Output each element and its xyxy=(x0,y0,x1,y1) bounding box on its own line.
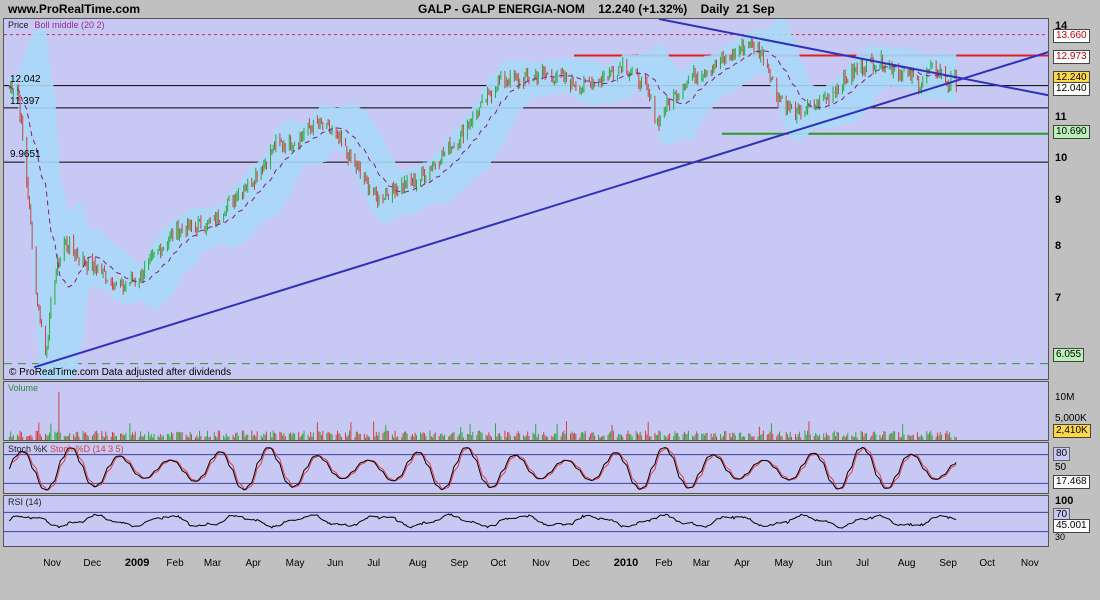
x-tick-label: Oct xyxy=(979,558,995,569)
volume-panel[interactable]: Volume xyxy=(3,381,1049,441)
x-tick-label: Dec xyxy=(83,558,102,569)
badge-13660: 13.660 xyxy=(1053,29,1090,43)
stochastic-panel[interactable]: Stoch %K Stoch %D (14 3 5) xyxy=(3,442,1049,494)
x-tick-label: Apr xyxy=(734,558,750,569)
x-tick-label: Dec xyxy=(572,558,591,569)
bollinger-band xyxy=(9,19,957,379)
x-tick-label: Nov xyxy=(532,558,550,569)
boll-label: Boll middle (20 2) xyxy=(34,20,105,30)
chart-title: GALP - GALP ENERGIA-NOM 12.240 (+1.32%) … xyxy=(418,2,775,16)
x-tick-label: May xyxy=(285,558,305,569)
stoch-tick-50: 50 xyxy=(1055,462,1067,473)
rsi-label: RSI (14) xyxy=(8,497,42,507)
x-tick-label: Feb xyxy=(166,558,184,569)
vol-tick-5000k: 5,000K xyxy=(1055,413,1087,424)
rsi-badge: 45.001 xyxy=(1053,519,1090,533)
volume-label: Volume xyxy=(8,383,39,393)
x-tick-label: Jun xyxy=(815,558,833,569)
x-tick-label: May xyxy=(774,558,794,569)
x-tick-label: Jul xyxy=(856,558,869,569)
price-label: Price xyxy=(8,20,29,30)
x-tick-label: Jul xyxy=(367,558,381,569)
x-tick-label: Feb xyxy=(655,558,673,569)
rsi-line xyxy=(9,513,957,529)
x-tick-label: 2009 xyxy=(124,557,150,569)
x-tick-label: Mar xyxy=(203,558,222,569)
y-tick-11: 11 xyxy=(1055,111,1067,123)
x-tick-label: 2010 xyxy=(613,557,639,569)
vol-badge: 2,410K xyxy=(1053,424,1091,438)
badge-12040: 12.040 xyxy=(1053,82,1090,96)
volume-chart xyxy=(8,392,957,440)
x-tick-label: Apr xyxy=(245,558,261,569)
boll-middle-line xyxy=(9,49,957,288)
stoch-chart xyxy=(4,446,1048,491)
stoch-badge: 17.468 xyxy=(1053,475,1090,489)
x-tick-label: Nov xyxy=(1020,558,1039,569)
x-tick-label: Sep xyxy=(450,558,469,569)
y-tick-10: 10 xyxy=(1055,152,1068,164)
x-tick-label: Aug xyxy=(897,558,916,569)
price-chart xyxy=(4,19,1048,379)
price-legend: Price Boll middle (20 2) xyxy=(8,20,105,30)
stoch-k-line xyxy=(8,446,957,491)
site-name[interactable]: www.ProRealTime.com xyxy=(8,2,141,16)
uptrend-line xyxy=(33,51,1048,369)
copyright-footer: © ProRealTime.com Data adjusted after di… xyxy=(9,367,232,378)
badge-10690: 10.690 xyxy=(1053,125,1090,139)
stoch-legend: Stoch %K Stoch %D (14 3 5) xyxy=(8,444,124,454)
price-panel[interactable]: Price Boll middle (20 2) 12.042 11.397 9.… xyxy=(3,18,1049,380)
rsi-tick-70: 70 xyxy=(1053,508,1071,522)
x-tick-label: Oct xyxy=(490,558,507,569)
rsi-tick-30: 30 xyxy=(1055,532,1066,542)
hline-label-1: 12.042 xyxy=(10,74,41,85)
vol-tick-10m: 10M xyxy=(1055,392,1075,403)
x-tick-label: Mar xyxy=(692,558,710,569)
hline-label-2: 11.397 xyxy=(10,96,40,107)
y-tick-7: 7 xyxy=(1055,292,1062,304)
hline-label-3: 9.9651 xyxy=(10,149,41,160)
downtrend-line xyxy=(658,19,1048,97)
x-tick-label: Jun xyxy=(327,558,344,569)
stoch-k-label: Stoch %K xyxy=(8,444,48,454)
rsi-panel[interactable]: RSI (14) xyxy=(3,495,1049,547)
title-bar: www.ProRealTime.com GALP - GALP ENERGIA-… xyxy=(0,0,1100,18)
stoch-tick-80: 80 xyxy=(1053,447,1071,461)
stoch-d-line xyxy=(8,447,957,491)
x-tick-label: Aug xyxy=(408,558,427,569)
x-tick-label: Sep xyxy=(939,558,957,569)
y-tick-8: 8 xyxy=(1055,240,1062,252)
x-tick-label: Nov xyxy=(43,558,61,569)
rsi-tick-100: 100 xyxy=(1055,495,1074,507)
y-tick-9: 9 xyxy=(1055,194,1062,206)
badge-6055: 6.055 xyxy=(1053,348,1085,362)
badge-12973: 12.973 xyxy=(1053,50,1090,64)
stoch-d-label: Stoch %D (14 3 5) xyxy=(50,444,124,454)
rsi-chart xyxy=(4,511,1048,533)
